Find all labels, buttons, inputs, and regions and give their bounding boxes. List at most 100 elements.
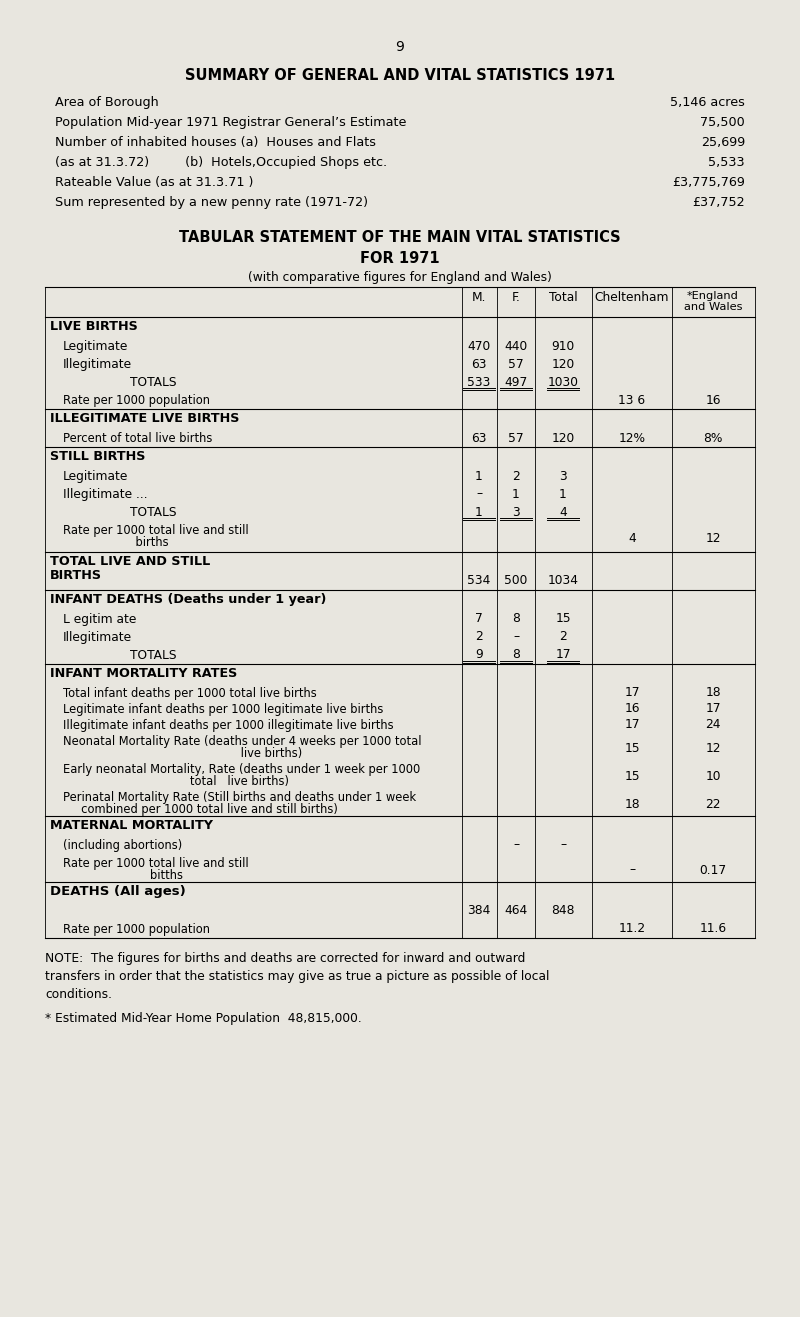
Text: 18: 18 — [705, 686, 721, 698]
Text: Illegitimate infant deaths per 1000 illegitimate live births: Illegitimate infant deaths per 1000 ille… — [63, 719, 394, 732]
Text: Legitimate infant deaths per 1000 legitimate live births: Legitimate infant deaths per 1000 legiti… — [63, 703, 383, 716]
Text: FOR 1971: FOR 1971 — [360, 252, 440, 266]
Text: Illegitimate: Illegitimate — [63, 358, 132, 371]
Text: 63: 63 — [471, 432, 486, 445]
Text: 464: 464 — [504, 905, 528, 918]
Text: bitths: bitths — [63, 869, 183, 882]
Text: 63: 63 — [471, 357, 486, 370]
Text: 10: 10 — [706, 769, 721, 782]
Text: 2: 2 — [559, 631, 567, 644]
Text: 497: 497 — [504, 375, 528, 389]
Text: 2: 2 — [475, 631, 483, 644]
Text: 57: 57 — [508, 432, 524, 445]
Text: Early neonatal Mortality, Rate (deaths under 1 week per 1000: Early neonatal Mortality, Rate (deaths u… — [63, 763, 420, 776]
Text: TOTALS: TOTALS — [130, 375, 177, 389]
Text: Rate per 1000 total live and still: Rate per 1000 total live and still — [63, 524, 249, 537]
Text: births: births — [63, 536, 169, 549]
Text: INFANT DEATHS (Deaths under 1 year): INFANT DEATHS (Deaths under 1 year) — [50, 593, 326, 606]
Text: 3: 3 — [512, 506, 520, 519]
Text: TOTALS: TOTALS — [130, 506, 177, 519]
Text: 9: 9 — [395, 40, 405, 54]
Text: Perinatal Mortality Rate (Still births and deaths under 1 week: Perinatal Mortality Rate (Still births a… — [63, 792, 416, 803]
Text: 910: 910 — [551, 340, 574, 353]
Text: 15: 15 — [624, 741, 640, 755]
Text: TABULAR STATEMENT OF THE MAIN VITAL STATISTICS: TABULAR STATEMENT OF THE MAIN VITAL STAT… — [179, 230, 621, 245]
Text: LIVE BIRTHS: LIVE BIRTHS — [50, 320, 138, 333]
Text: Legitimate: Legitimate — [63, 340, 128, 353]
Text: live births): live births) — [63, 747, 302, 760]
Text: 5,533: 5,533 — [708, 155, 745, 169]
Text: –: – — [513, 839, 519, 852]
Text: –: – — [629, 864, 635, 877]
Text: Number of inhabited houses (a)  Houses and Flats: Number of inhabited houses (a) Houses an… — [55, 136, 376, 149]
Text: 17: 17 — [706, 702, 721, 715]
Text: M.: M. — [472, 291, 486, 304]
Text: ILLEGITIMATE LIVE BIRTHS: ILLEGITIMATE LIVE BIRTHS — [50, 412, 239, 425]
Text: MATERNAL MORTALITY: MATERNAL MORTALITY — [50, 819, 213, 832]
Text: 500: 500 — [504, 574, 528, 587]
Text: 24: 24 — [706, 718, 721, 731]
Text: 1034: 1034 — [547, 574, 578, 587]
Text: 534: 534 — [467, 574, 490, 587]
Text: 15: 15 — [624, 769, 640, 782]
Text: 1: 1 — [475, 469, 483, 482]
Text: total   live births): total live births) — [63, 774, 289, 788]
Text: Rate per 1000 total live and still: Rate per 1000 total live and still — [63, 857, 249, 871]
Text: STILL BIRTHS: STILL BIRTHS — [50, 450, 146, 464]
Text: £37,752: £37,752 — [692, 196, 745, 209]
Text: transfers in order that the statistics may give as true a picture as possible of: transfers in order that the statistics m… — [45, 971, 550, 982]
Text: Rate per 1000 population: Rate per 1000 population — [63, 394, 210, 407]
Text: 3: 3 — [559, 469, 567, 482]
Text: Neonatal Mortality Rate (deaths under 4 weeks per 1000 total: Neonatal Mortality Rate (deaths under 4 … — [63, 735, 422, 748]
Text: 8: 8 — [512, 648, 520, 661]
Text: 7: 7 — [475, 612, 483, 626]
Text: SUMMARY OF GENERAL AND VITAL STATISTICS 1971: SUMMARY OF GENERAL AND VITAL STATISTICS … — [185, 68, 615, 83]
Text: 16: 16 — [706, 394, 721, 407]
Text: 13 6: 13 6 — [618, 394, 646, 407]
Text: 533: 533 — [467, 375, 490, 389]
Text: 120: 120 — [551, 432, 574, 445]
Text: 12: 12 — [706, 741, 721, 755]
Text: conditions.: conditions. — [45, 988, 112, 1001]
Text: 12%: 12% — [618, 432, 646, 445]
Text: DEATHS (All ages): DEATHS (All ages) — [50, 885, 186, 898]
Text: 17: 17 — [624, 718, 640, 731]
Text: –: – — [560, 839, 566, 852]
Text: 4: 4 — [559, 506, 567, 519]
Text: Illegitimate ...: Illegitimate ... — [63, 489, 148, 500]
Text: £3,775,769: £3,775,769 — [672, 176, 745, 190]
Text: 120: 120 — [551, 357, 574, 370]
Text: (with comparative figures for England and Wales): (with comparative figures for England an… — [248, 271, 552, 284]
Text: 8: 8 — [512, 612, 520, 626]
Text: 2: 2 — [512, 469, 520, 482]
Text: 11.2: 11.2 — [618, 922, 646, 935]
Text: Rate per 1000 population: Rate per 1000 population — [63, 923, 210, 936]
Text: 1030: 1030 — [547, 375, 578, 389]
Text: 12: 12 — [706, 532, 721, 545]
Text: TOTAL LIVE AND STILL: TOTAL LIVE AND STILL — [50, 554, 210, 568]
Text: 18: 18 — [624, 798, 640, 810]
Text: Total: Total — [549, 291, 578, 304]
Text: Percent of total live births: Percent of total live births — [63, 432, 212, 445]
Text: 16: 16 — [624, 702, 640, 715]
Text: L egitim ate: L egitim ate — [63, 612, 136, 626]
Text: TOTALS: TOTALS — [130, 649, 177, 662]
Text: 25,699: 25,699 — [701, 136, 745, 149]
Text: 0.17: 0.17 — [699, 864, 726, 877]
Text: 5,146 acres: 5,146 acres — [670, 96, 745, 109]
Text: –: – — [476, 487, 482, 500]
Text: Rateable Value (as at 31.3.71 ): Rateable Value (as at 31.3.71 ) — [55, 176, 254, 190]
Text: 9: 9 — [475, 648, 483, 661]
Text: 1: 1 — [475, 506, 483, 519]
Text: 15: 15 — [555, 612, 571, 626]
Text: 11.6: 11.6 — [699, 922, 726, 935]
Text: 440: 440 — [504, 340, 528, 353]
Text: F.: F. — [511, 291, 521, 304]
Text: –: – — [513, 631, 519, 644]
Text: *England: *England — [687, 291, 739, 302]
Text: NOTE:  The figures for births and deaths are corrected for inward and outward: NOTE: The figures for births and deaths … — [45, 952, 526, 965]
Text: 470: 470 — [467, 340, 490, 353]
Text: (including abortions): (including abortions) — [63, 839, 182, 852]
Text: BIRTHS: BIRTHS — [50, 569, 102, 582]
Text: 17: 17 — [624, 686, 640, 698]
